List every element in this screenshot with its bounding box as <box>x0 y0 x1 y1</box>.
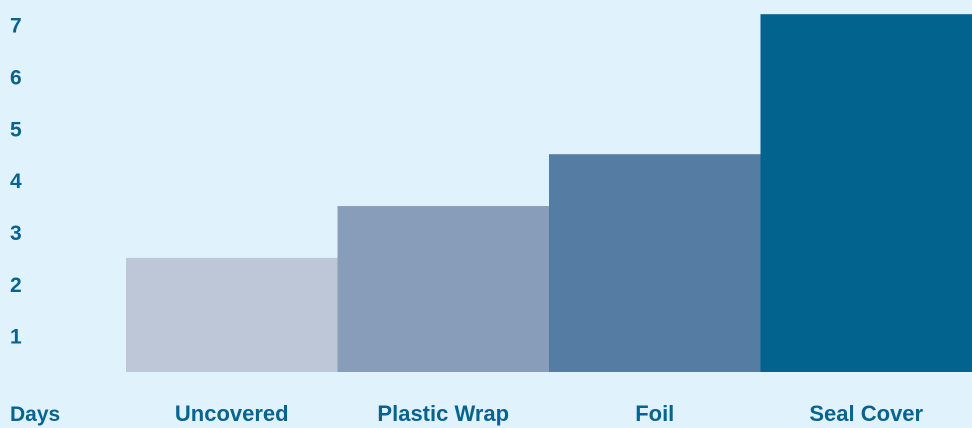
bar-seal-cover <box>760 14 972 373</box>
y-tick-label: 5 <box>10 118 22 141</box>
y-ticks-group: 1 2 3 4 5 6 7 <box>10 15 22 349</box>
y-tick-label: 4 <box>10 170 22 193</box>
y-axis-label: Days <box>10 403 60 426</box>
y-tick-label: 1 <box>10 326 22 349</box>
y-tick-label: 6 <box>10 66 22 89</box>
bars-group <box>126 14 972 373</box>
y-tick-label: 7 <box>10 15 22 38</box>
x-category-label: Foil <box>635 401 674 426</box>
y-tick-label: 2 <box>10 274 22 297</box>
x-category-label: Uncovered <box>175 401 289 426</box>
bar-uncovered <box>126 257 338 372</box>
x-category-label: Plastic Wrap <box>377 401 509 426</box>
y-tick-label: 3 <box>10 222 22 245</box>
bar-foil <box>549 154 761 372</box>
category-labels-group: Uncovered Plastic Wrap Foil Seal Cover <box>175 401 924 426</box>
bar-plastic-wrap <box>337 206 550 372</box>
x-category-label: Seal Cover <box>809 401 923 426</box>
